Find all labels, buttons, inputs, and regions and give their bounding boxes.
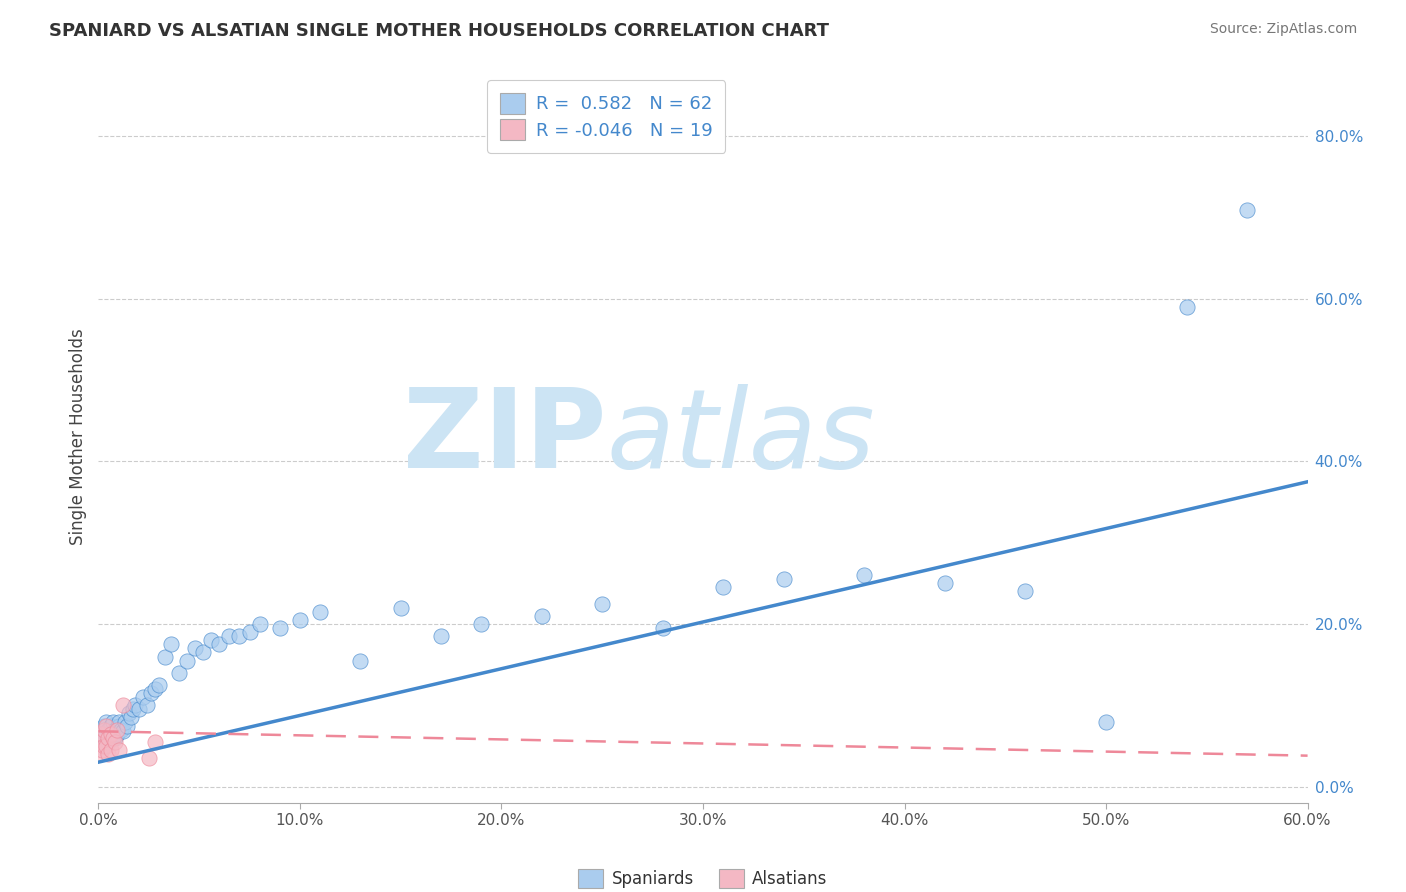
Point [176,654,198,668]
Point [430,629,453,643]
Point [101,731,124,745]
Point [288,613,311,627]
Point [200,633,222,648]
Point [167,665,190,680]
Point [128,702,150,716]
Point [97,723,120,737]
Point [118,706,141,721]
Point [591,597,613,611]
Point [110,723,132,737]
Point [143,681,166,696]
Point [111,724,134,739]
Point [1236,202,1258,217]
Point [711,581,734,595]
Point [228,629,250,643]
Point [269,621,291,635]
Point [111,698,134,713]
Point [91,743,114,757]
Point [115,718,138,732]
Point [530,608,553,623]
Legend: Spaniards, Alsatians: Spaniards, Alsatians [572,863,834,892]
Point [1014,584,1036,599]
Point [103,731,125,745]
Point [389,600,412,615]
Point [1175,300,1198,314]
Point [91,735,114,749]
Point [470,617,492,632]
Point [103,723,125,737]
Point [138,751,160,765]
Point [218,629,240,643]
Point [208,637,231,651]
Point [91,723,114,737]
Point [349,654,371,668]
Point [97,731,120,745]
Point [105,723,128,737]
Point [100,731,122,745]
Point [934,576,956,591]
Point [97,747,120,761]
Text: atlas: atlas [606,384,875,491]
Point [89,735,111,749]
Point [101,727,124,741]
Point [193,645,215,659]
Point [120,710,142,724]
Point [124,698,146,713]
Point [651,621,673,635]
Point [96,718,118,732]
Point [93,723,115,737]
Point [114,714,136,729]
Point [107,714,129,729]
Text: SPANIARD VS ALSATIAN SINGLE MOTHER HOUSEHOLDS CORRELATION CHART: SPANIARD VS ALSATIAN SINGLE MOTHER HOUSE… [49,22,830,40]
Point [96,727,118,741]
Point [96,714,118,729]
Text: ZIP: ZIP [404,384,606,491]
Point [249,617,271,632]
Point [184,641,207,656]
Point [239,625,262,640]
Point [153,649,176,664]
Point [160,637,183,651]
Point [853,568,876,582]
Point [148,678,170,692]
Point [89,747,111,761]
Point [100,718,122,732]
Point [100,743,122,757]
Point [101,714,124,729]
Point [1095,714,1118,729]
Point [309,605,332,619]
Point [143,735,166,749]
Point [89,731,111,745]
Point [93,731,115,745]
Point [91,727,114,741]
Point [121,702,143,716]
Point [96,739,118,753]
Point [107,743,129,757]
Point [105,727,128,741]
Point [772,572,794,586]
Point [93,739,115,753]
Point [139,686,162,700]
Point [97,735,120,749]
Point [93,718,115,732]
Point [135,698,157,713]
Point [100,727,122,741]
Point [107,718,129,732]
Point [132,690,155,705]
Y-axis label: Single Mother Households: Single Mother Households [69,329,87,545]
Text: Source: ZipAtlas.com: Source: ZipAtlas.com [1209,22,1357,37]
Point [103,735,125,749]
